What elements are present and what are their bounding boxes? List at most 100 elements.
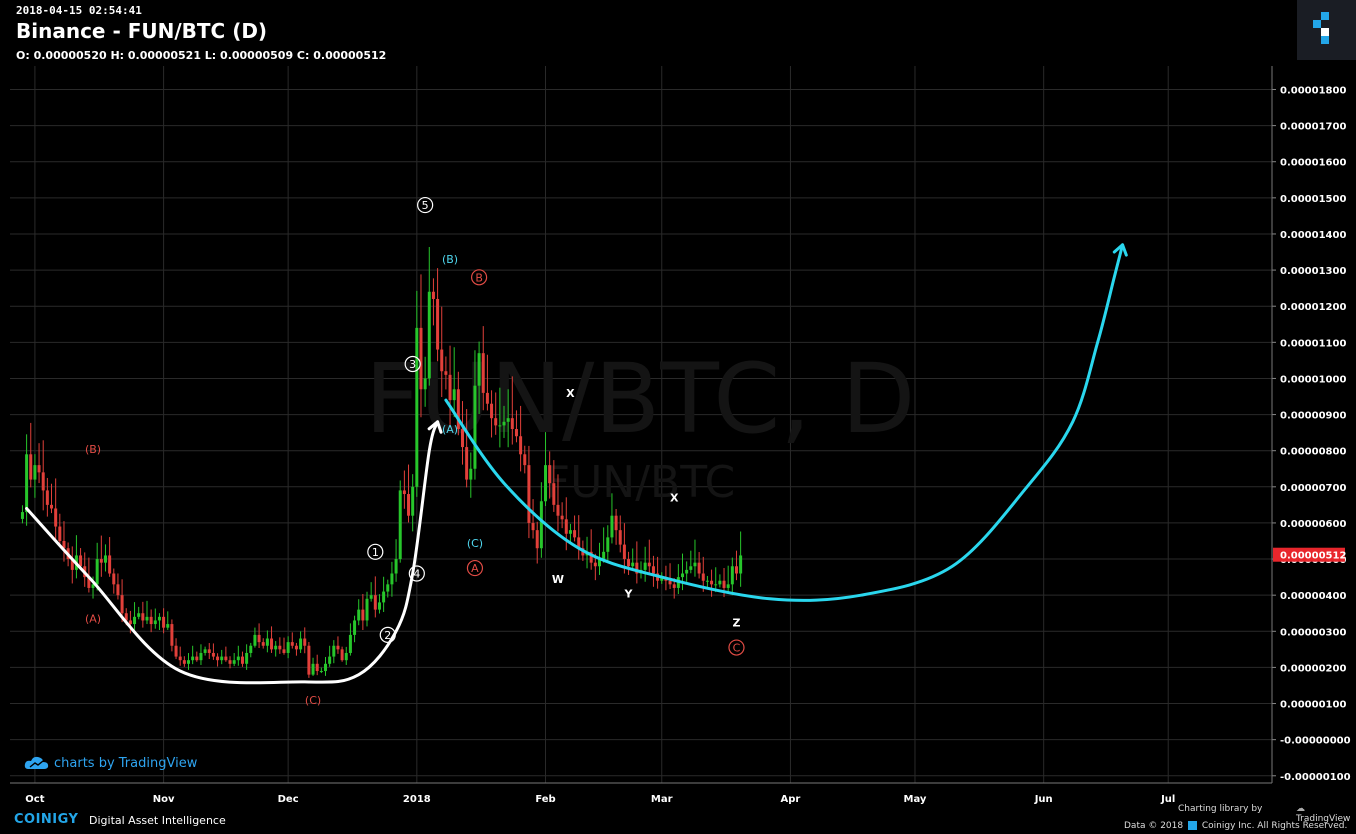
- candle-body: [627, 559, 631, 567]
- candle: [174, 638, 178, 660]
- candle: [54, 478, 58, 540]
- candle-body: [182, 660, 186, 664]
- candle: [116, 573, 120, 600]
- candle-body: [701, 573, 705, 581]
- wave-label-text: 2: [384, 629, 391, 642]
- coinigy-brand[interactable]: COINIGY: [14, 812, 79, 827]
- candle-body: [120, 595, 124, 614]
- candle: [319, 667, 323, 674]
- candle-body: [50, 504, 54, 509]
- y-tick-label: 0.00000800: [1280, 447, 1346, 458]
- candle-body: [398, 490, 402, 560]
- candle-body: [444, 371, 448, 375]
- wave-label-circle: [367, 543, 384, 560]
- candle: [452, 347, 456, 418]
- candle: [469, 452, 473, 498]
- candle: [693, 539, 697, 577]
- candle: [560, 502, 564, 529]
- axes: 0.00001800 0.00001700 0.00001600 0.00001500…: [10, 66, 1351, 805]
- candle-body: [710, 580, 714, 585]
- tradingview-small-link[interactable]: ☁ TradingView: [1296, 804, 1356, 824]
- candle-body: [232, 660, 236, 664]
- candle: [386, 579, 390, 598]
- candle-body: [278, 645, 282, 650]
- candle: [25, 434, 29, 526]
- candle-body: [693, 562, 697, 567]
- candle: [95, 542, 99, 591]
- tradingview-small-icon: ☁: [1296, 804, 1305, 814]
- candle: [353, 615, 357, 643]
- y-tick-label: 0.00000600: [1280, 519, 1346, 530]
- candle-body: [618, 530, 622, 545]
- candle: [232, 653, 236, 667]
- rights-text: Coinigy Inc. All Rights Reserved.: [1201, 821, 1348, 831]
- candle-body: [70, 559, 74, 570]
- candle: [108, 537, 112, 577]
- candle: [50, 483, 54, 514]
- candle-body: [651, 566, 655, 574]
- candle: [211, 643, 215, 660]
- candle-body: [365, 598, 369, 621]
- candle: [199, 644, 203, 665]
- candle: [62, 521, 66, 562]
- candle-body: [54, 508, 58, 527]
- candle-body: [133, 616, 137, 625]
- candle: [315, 654, 319, 676]
- candle-body: [240, 656, 244, 664]
- candle: [431, 278, 435, 326]
- candle: [676, 564, 680, 595]
- candle-body: [290, 642, 294, 646]
- x-tick-label: Dec: [278, 794, 299, 805]
- wave-label-text: (A): [85, 613, 101, 626]
- candle: [245, 644, 249, 670]
- coinigy-logo[interactable]: [1297, 0, 1356, 60]
- candle: [456, 371, 460, 436]
- candle: [514, 410, 518, 443]
- candle-body: [473, 385, 477, 469]
- ohlc-readout: O: 0.00000520 H: 0.00000521 L: 0.0000050…: [16, 49, 387, 62]
- candle-body: [577, 537, 581, 549]
- candle-body: [141, 613, 145, 621]
- wave-label: (B): [85, 443, 101, 456]
- candle-body: [597, 559, 601, 567]
- candle-body: [294, 645, 298, 650]
- candle-body: [685, 569, 689, 574]
- candle-body: [415, 327, 419, 487]
- candle-body: [199, 652, 203, 661]
- candle-body: [465, 447, 469, 480]
- candle: [182, 656, 186, 667]
- candle: [394, 539, 398, 582]
- rounding-bottom-curve: [25, 420, 440, 685]
- candle: [178, 646, 182, 666]
- candle: [103, 544, 107, 572]
- candle-body: [95, 559, 99, 585]
- candle-body: [224, 656, 228, 661]
- candle-body: [485, 392, 489, 404]
- candle: [336, 636, 340, 654]
- y-tick-label: 0.00001400: [1280, 230, 1346, 241]
- candle-body: [170, 624, 174, 646]
- candle-body: [270, 638, 274, 650]
- tradingview-credit-link[interactable]: charts by TradingView: [54, 756, 198, 771]
- cup-curve: [444, 243, 1125, 602]
- wave-label-circle: [466, 559, 484, 577]
- candle: [614, 508, 618, 545]
- candle: [647, 539, 651, 574]
- candle-body: [315, 663, 319, 672]
- candle: [278, 637, 282, 654]
- y-tick-label: 0.00001200: [1280, 302, 1346, 313]
- candle: [739, 531, 743, 587]
- candle-body: [108, 555, 112, 574]
- candle-body: [718, 580, 722, 585]
- chart-grid: [10, 66, 1272, 783]
- candle-body: [427, 291, 431, 379]
- candle-body: [245, 652, 249, 664]
- wave-label: 3: [404, 355, 421, 373]
- candle: [506, 389, 510, 448]
- candle: [697, 552, 701, 579]
- candle-body: [622, 544, 626, 560]
- candle: [274, 641, 278, 657]
- candle: [402, 470, 406, 509]
- candle: [622, 523, 626, 574]
